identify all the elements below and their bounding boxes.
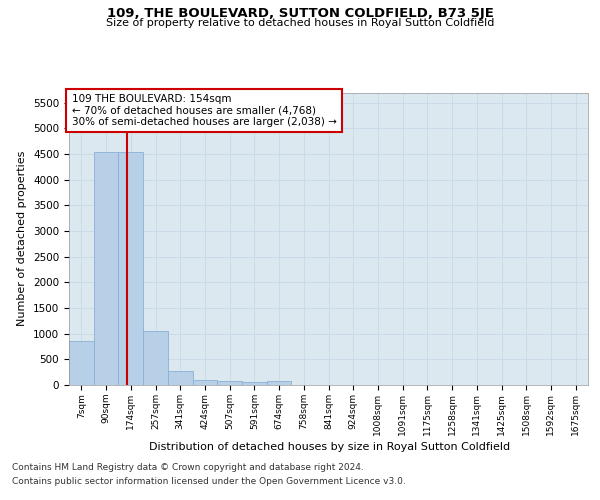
Text: Size of property relative to detached houses in Royal Sutton Coldfield: Size of property relative to detached ho…: [106, 18, 494, 28]
Bar: [143, 331, 168, 385]
Bar: [242, 382, 267, 385]
Bar: [217, 381, 242, 385]
Text: 109, THE BOULEVARD, SUTTON COLDFIELD, B73 5JE: 109, THE BOULEVARD, SUTTON COLDFIELD, B7…: [107, 8, 493, 20]
Text: 109 THE BOULEVARD: 154sqm
← 70% of detached houses are smaller (4,768)
30% of se: 109 THE BOULEVARD: 154sqm ← 70% of detac…: [71, 94, 337, 127]
Bar: [193, 380, 217, 385]
Y-axis label: Number of detached properties: Number of detached properties: [17, 151, 28, 326]
Bar: [94, 152, 118, 385]
Text: Contains HM Land Registry data © Crown copyright and database right 2024.: Contains HM Land Registry data © Crown c…: [12, 464, 364, 472]
Bar: [267, 382, 292, 385]
Bar: [118, 152, 143, 385]
Text: Distribution of detached houses by size in Royal Sutton Coldfield: Distribution of detached houses by size …: [149, 442, 511, 452]
Bar: [168, 370, 193, 385]
Bar: [69, 342, 94, 385]
Text: Contains public sector information licensed under the Open Government Licence v3: Contains public sector information licen…: [12, 477, 406, 486]
